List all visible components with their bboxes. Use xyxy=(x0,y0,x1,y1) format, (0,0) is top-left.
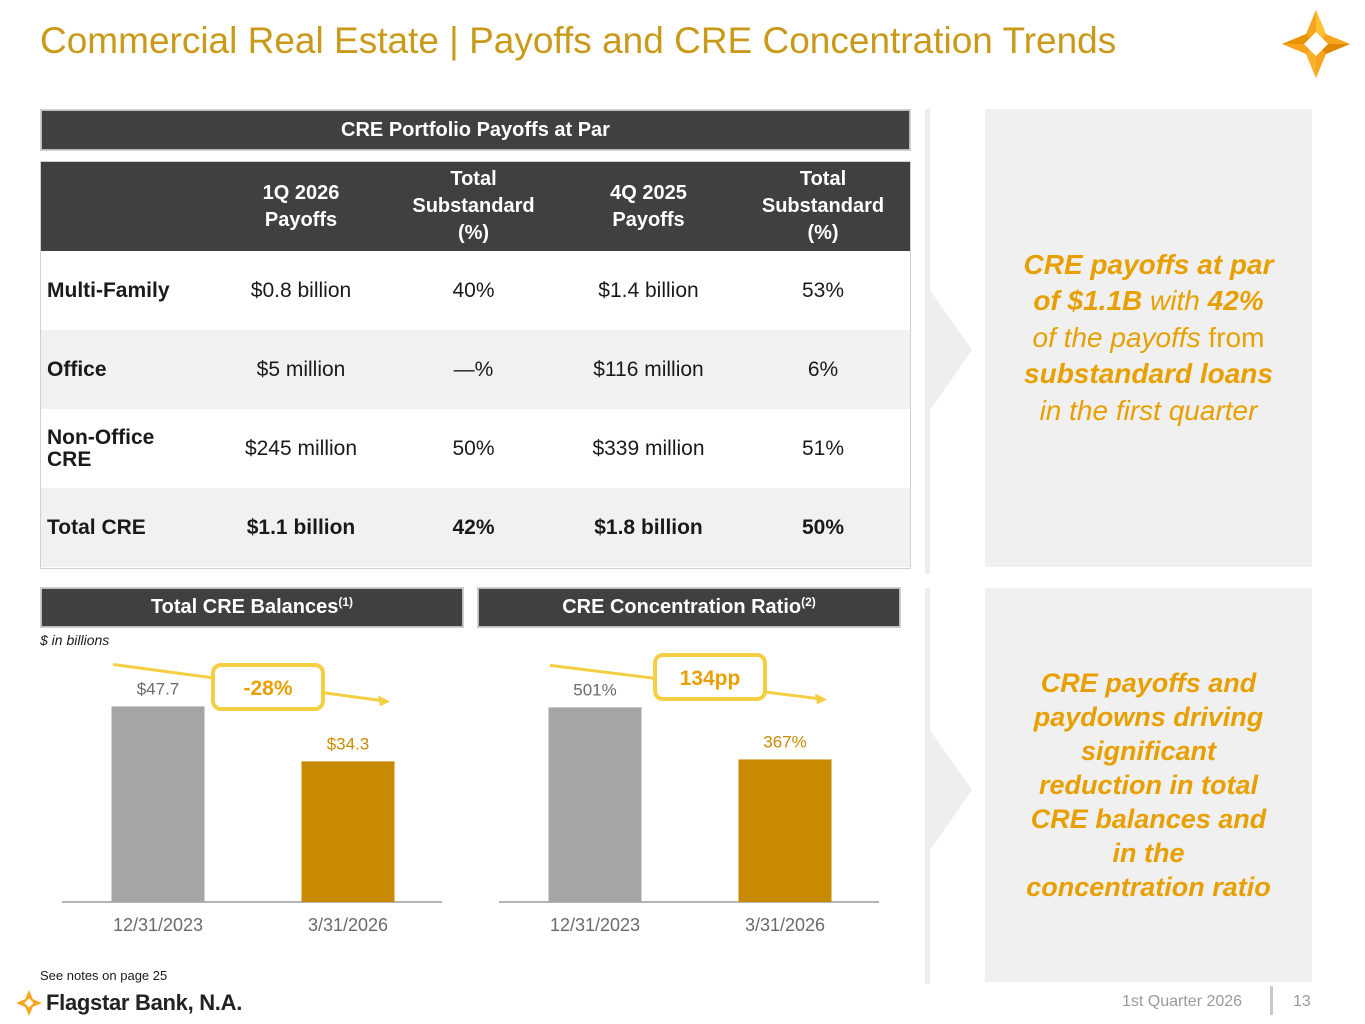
x-tick-label: 12/31/2023 xyxy=(550,915,640,935)
row-label: Non-Office CRE xyxy=(47,425,155,471)
cell-4q-substandard: 50% xyxy=(801,515,845,539)
change-badge-label: -28% xyxy=(243,677,292,700)
vertical-divider xyxy=(925,109,930,574)
bar-12/31/2023 xyxy=(548,707,642,902)
row-label: Office xyxy=(47,357,107,381)
column-header-4q-substandard: Total Substandard (%) xyxy=(761,168,885,244)
table-row: Non-Office CRE $245 million 50% $339 mil… xyxy=(41,409,910,488)
cell-1q-substandard: 50% xyxy=(452,436,495,460)
x-tick-label: 12/31/2023 xyxy=(113,915,203,935)
brand-name: Flagstar Bank, N.A. xyxy=(46,990,243,1015)
bar-3/31/2026 xyxy=(738,759,832,902)
callout-payoffs-text: CRE payoffs at par of $1.1B with 42% of … xyxy=(1023,248,1274,426)
table-row: Office $5 million —% $116 million 6% xyxy=(41,330,910,409)
flagstar-star-logo-icon xyxy=(1282,10,1350,78)
cell-1q-substandard: 42% xyxy=(452,515,495,539)
cell-4q-substandard: 53% xyxy=(801,278,845,302)
column-header-1q-payoffs: 1Q 2026 Payoffs xyxy=(262,181,340,231)
change-badge xyxy=(211,663,325,711)
data-label: $34.3 xyxy=(327,734,370,753)
payoffs-header-label: CRE Portfolio Payoffs at Par xyxy=(341,118,610,141)
bar-3/31/2026 xyxy=(301,761,395,902)
cell-4q-payoffs: $1.8 billion xyxy=(594,515,703,539)
column-header-4q-payoffs: 4Q 2025 Payoffs xyxy=(610,181,687,231)
balances-chart-title: Total CRE Balances xyxy=(150,596,339,618)
trend-arrow-head-icon xyxy=(815,693,827,705)
cell-1q-payoffs: $0.8 billion xyxy=(250,278,352,302)
bar-12/31/2023 xyxy=(111,706,205,902)
balances-footnote-ref: (1) xyxy=(338,594,354,609)
chevron-right-icon xyxy=(930,290,972,410)
units-note: $ in billions xyxy=(40,632,110,648)
cell-4q-substandard: 51% xyxy=(801,436,845,460)
column-header-1q-substandard: Total Substandard (%) xyxy=(412,168,535,244)
quarter-label: 1st Quarter 2026 xyxy=(1122,993,1243,1010)
vertical-divider xyxy=(925,588,930,984)
page-number: 13 xyxy=(1293,993,1311,1010)
callout-concentration: CRE payoffs and paydowns driving signifi… xyxy=(985,588,1312,982)
callout-concentration-text: CRE payoffs and paydowns driving signifi… xyxy=(1026,668,1271,902)
chevron-right-icon xyxy=(930,730,972,850)
data-label: 367% xyxy=(763,732,806,751)
x-tick-label: 3/31/2026 xyxy=(745,915,825,935)
cell-4q-payoffs: $116 million xyxy=(593,357,704,381)
table-row: Multi-Family $0.8 billion 40% $1.4 billi… xyxy=(41,251,910,330)
trend-arrow-head-icon xyxy=(378,695,390,707)
data-label: $47.7 xyxy=(137,679,180,698)
flagstar-star-small-icon xyxy=(16,990,42,1016)
row-label: Total CRE xyxy=(47,515,146,539)
brand-logo: Flagstar Bank, N.A. xyxy=(16,990,242,1016)
ratio-chart-title: CRE Concentration Ratio xyxy=(562,596,802,618)
cell-4q-payoffs: $339 million xyxy=(592,436,705,460)
page-title: Commercial Real Estate | Payoffs and CRE… xyxy=(40,20,1117,61)
cell-4q-substandard: 6% xyxy=(807,357,839,381)
payoffs-section-header: CRE Portfolio Payoffs at Par xyxy=(40,109,911,151)
ratio-footnote-ref: (2) xyxy=(801,594,816,609)
x-tick-label: 3/31/2026 xyxy=(308,915,388,935)
cell-1q-payoffs: $245 million xyxy=(244,436,358,460)
balances-chart-header: Total CRE Balances (1) xyxy=(40,587,464,628)
balances-bar-chart: $47.7 12/31/2023 $34.3 3/31/2026 -28% xyxy=(62,662,442,935)
cell-1q-substandard: 40% xyxy=(452,278,495,302)
cell-1q-payoffs: $5 million xyxy=(256,357,346,381)
change-badge xyxy=(653,653,767,701)
row-label: Multi-Family xyxy=(47,278,170,302)
notes-reference: See notes on page 25 xyxy=(40,968,168,983)
ratio-chart-header: CRE Concentration Ratio (2) xyxy=(477,587,901,628)
data-label: 501% xyxy=(573,680,616,699)
callout-payoffs: CRE payoffs at par of $1.1B with 42% of … xyxy=(985,109,1312,567)
cell-1q-payoffs: $1.1 billion xyxy=(246,515,356,539)
ratio-bar-chart: 501% 12/31/2023 367% 3/31/2026 134pp xyxy=(499,653,879,935)
table-row-total: Total CRE $1.1 billion 42% $1.8 billion … xyxy=(41,488,910,567)
table-header-row: 1Q 2026 Payoffs Total Substandard (%) 4Q 20… xyxy=(41,162,910,251)
cell-4q-payoffs: $1.4 billion xyxy=(598,278,699,302)
cell-1q-substandard: —% xyxy=(453,357,494,381)
payoffs-table: 1Q 2026 Payoffs Total Substandard (%) 4Q 20… xyxy=(40,161,911,569)
change-badge-label: 134pp xyxy=(680,667,741,690)
page-separator xyxy=(1270,986,1273,1015)
